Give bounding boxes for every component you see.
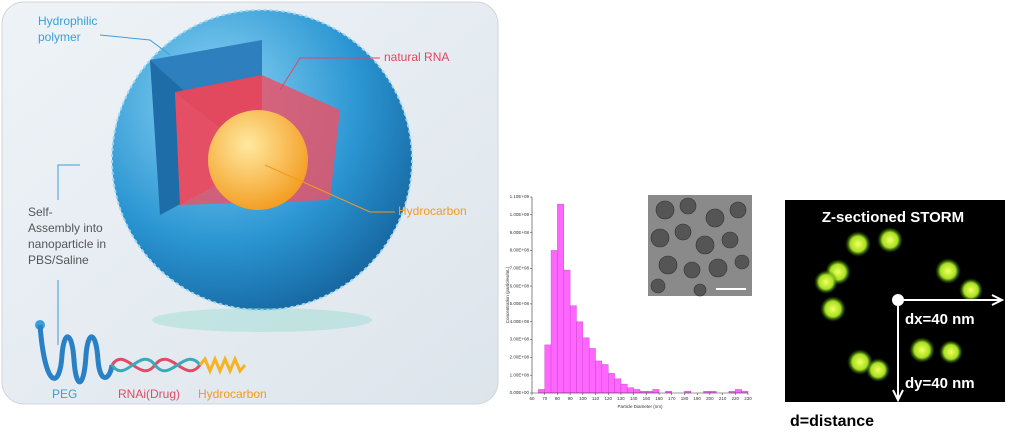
bar (614, 378, 622, 394)
x-tick-label: 70 (542, 396, 548, 401)
y-tick-label: 1.10E+09 (510, 194, 530, 199)
rna-strand (110, 357, 202, 373)
x-tick-label: 200 (706, 396, 714, 401)
label: Hydrophilic (38, 14, 97, 28)
x-tick-label: 160 (655, 396, 663, 401)
label: nanoparticle in (28, 237, 106, 251)
peg-strand (37, 324, 115, 385)
bar (735, 389, 742, 394)
tem-particles (650, 197, 750, 297)
label: natural RNA (384, 50, 449, 64)
bar (627, 387, 634, 394)
x-tick-label: 230 (744, 396, 752, 401)
bar (620, 383, 628, 394)
y-tick-label: 8.00E+08 (510, 248, 530, 253)
bar (595, 360, 603, 394)
caption: d=distance (790, 413, 874, 430)
bar (633, 389, 641, 394)
histogram: 0.00E+00 1.00E+08 2.00E+08 3.00E+08 4.00E+08… (505, 194, 752, 409)
y-tick-label: 1.00E+09 (510, 212, 530, 217)
y-tick-label: 5.00E+08 (510, 301, 530, 306)
bar (652, 389, 660, 394)
x-tick-label: 120 (604, 396, 612, 401)
dx-label: dx=40 nm (905, 311, 975, 328)
y-tick-label: 4.00E+08 (510, 319, 530, 324)
x-tick-label: 90 (568, 396, 574, 401)
label: Self- (28, 205, 53, 219)
label: Hydrocarbon (398, 204, 467, 218)
y-axis-label: Concentration (particles/mL) (505, 266, 510, 323)
shadow (152, 308, 372, 332)
x-tick-label: 190 (693, 396, 701, 401)
bar (563, 269, 571, 394)
hydrocarbon-tail (198, 355, 247, 375)
label: RNAi(Drug) (118, 387, 180, 401)
storm-title: Z-sectioned STORM (822, 209, 964, 226)
bar (569, 305, 577, 394)
bar (538, 389, 545, 394)
x-tick-label: 210 (719, 396, 727, 401)
x-tick-label: 170 (668, 396, 676, 401)
y-tick-label: 1.00E+08 (510, 372, 530, 377)
callout (99, 34, 171, 56)
bar (544, 344, 552, 394)
polymer-fringe (111, 9, 413, 311)
x-tick-label: 110 (592, 396, 600, 401)
y-tick-label: 7.00E+08 (510, 265, 530, 270)
y-tick-label: 0.00E+00 (510, 390, 530, 395)
x-tick-label: 150 (643, 396, 651, 401)
bar (601, 364, 609, 394)
callout (57, 164, 80, 200)
bar (588, 348, 596, 394)
bar (608, 373, 615, 394)
label: Assembly into (28, 221, 103, 235)
callout (279, 57, 380, 91)
label: Hydrocarbon (198, 387, 267, 401)
x-tick-label: 180 (681, 396, 689, 401)
x-tick-label: 130 (617, 396, 625, 401)
label: polymer (38, 30, 81, 44)
x-tick-label: 220 (732, 396, 740, 401)
y-tick-label: 9.00E+08 (510, 230, 530, 235)
x-axis-label: Particle Diameter (nm) (617, 404, 663, 409)
callout (264, 164, 395, 213)
dy-arrow (892, 300, 904, 403)
bar (582, 337, 590, 394)
dx-arrow (898, 294, 1005, 306)
x-tick-label: 140 (630, 396, 638, 401)
bar (557, 203, 564, 394)
x-tick-label: 80 (555, 396, 561, 401)
y-tick-label: 3.00E+08 (510, 337, 530, 342)
label: PEG (52, 387, 77, 401)
storm-spots (814, 227, 983, 382)
label: PBS/Saline (28, 253, 89, 267)
bar (550, 250, 558, 394)
x-tick-label: 60 (529, 396, 535, 401)
y-tick-label: 6.00E+08 (510, 283, 530, 288)
dy-label: dy=40 nm (905, 375, 975, 392)
bar (576, 321, 584, 394)
y-tick-label: 2.00E+08 (510, 355, 530, 360)
x-tick-label: 100 (579, 396, 587, 401)
hydrocarbon-core (208, 110, 308, 210)
